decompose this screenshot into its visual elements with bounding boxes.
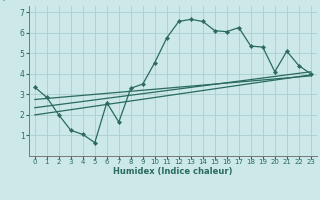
Text: 7: 7 — [1, 0, 6, 3]
X-axis label: Humidex (Indice chaleur): Humidex (Indice chaleur) — [113, 167, 233, 176]
